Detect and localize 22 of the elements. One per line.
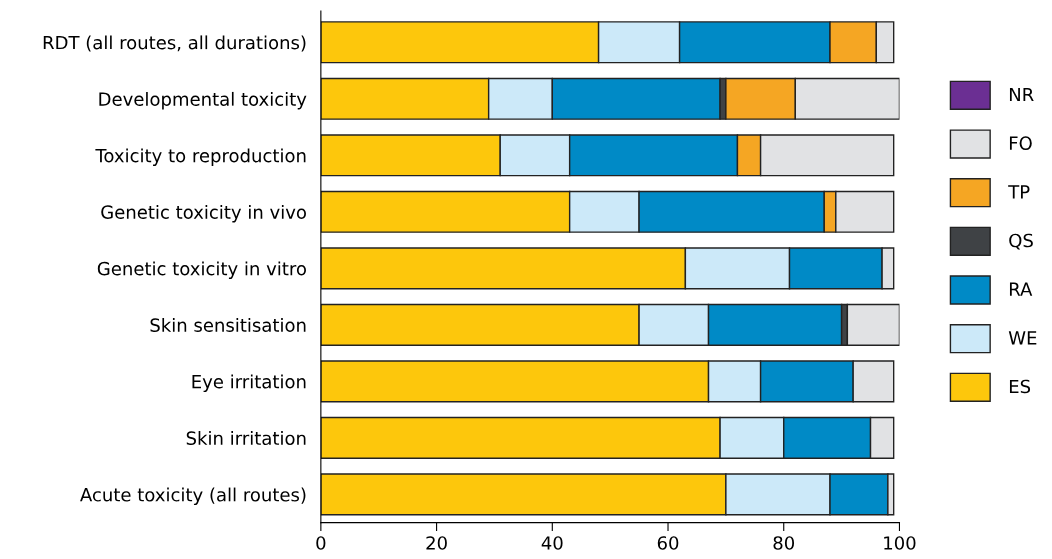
x-tick-label: 80 — [773, 536, 795, 550]
y-tick-label: Toxicity to reproduction — [95, 148, 306, 166]
y-tick-label: Acute toxicity (all routes) — [80, 487, 306, 506]
y-tick-label: Developmental toxicity — [99, 91, 307, 110]
y-tick-label: Skin irritation — [186, 431, 306, 445]
x-tick-label: 60 — [657, 536, 679, 550]
y-tick-label: Eye irritation — [192, 374, 306, 392]
x-tick-label: 100 — [884, 536, 916, 550]
legend-label: RA — [1009, 282, 1033, 296]
legend-label: TP — [1008, 185, 1030, 199]
x-tick-label: 20 — [426, 536, 447, 550]
y-tick-label: Skin sensitisation — [150, 317, 306, 332]
legend-label: ES — [1009, 379, 1031, 394]
y-tick-label: Genetic toxicity in vitro — [97, 261, 306, 279]
y-tick-label: Genetic toxicity in vivo — [101, 204, 306, 223]
y-tick-label: RDT (all routes, all durations) — [43, 35, 306, 52]
legend-label: WE — [1008, 331, 1037, 345]
legend-label: QS — [1009, 233, 1033, 250]
x-tick-label: 0 — [316, 536, 326, 550]
legend-label: FO — [1009, 136, 1032, 151]
legend-label: NR — [1009, 87, 1034, 102]
x-tick-label: 40 — [541, 536, 563, 550]
